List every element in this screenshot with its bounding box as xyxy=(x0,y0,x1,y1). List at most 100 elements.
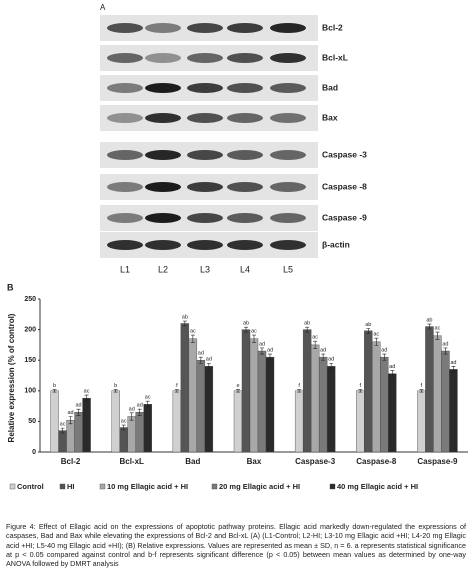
significance-label: ac xyxy=(312,335,318,341)
significance-label: ab xyxy=(182,314,188,320)
significance-label: ad xyxy=(68,410,74,416)
error-bar xyxy=(60,427,65,434)
bar xyxy=(135,412,144,453)
y-tick-label: 0 xyxy=(32,449,36,456)
blot-band xyxy=(227,182,263,192)
significance-label: ac xyxy=(251,329,257,335)
panel-b-label: B xyxy=(7,282,14,292)
lane-label: L5 xyxy=(283,264,293,274)
blot-band xyxy=(270,23,306,33)
x-tick-label: Caspase-9 xyxy=(417,457,458,466)
blot-band xyxy=(227,113,263,123)
protein-label: Bax xyxy=(322,112,338,122)
error-bar xyxy=(374,337,379,346)
bar xyxy=(188,338,198,453)
error-bar xyxy=(68,416,73,425)
blot-band xyxy=(227,83,263,93)
protein-label: Caspase -3 xyxy=(322,149,367,159)
bar xyxy=(58,430,67,453)
lane-label: L1 xyxy=(120,264,130,274)
significance-label: ad xyxy=(198,351,204,357)
blot-band xyxy=(107,150,143,160)
error-bar xyxy=(358,389,363,393)
blot-band xyxy=(227,213,263,223)
legend-label: 40 mg Ellagic acid + HI xyxy=(337,482,418,491)
error-bar xyxy=(435,331,440,340)
error-bar xyxy=(182,320,187,327)
blot-band xyxy=(270,150,306,160)
error-bar xyxy=(198,356,203,364)
bar xyxy=(196,360,206,453)
error-bar xyxy=(52,389,57,393)
significance-label: ac xyxy=(60,422,66,428)
blot-band xyxy=(145,113,181,123)
x-tick-label: Bad xyxy=(185,457,200,466)
blot-band xyxy=(187,213,223,223)
blot-band xyxy=(107,23,143,33)
caption: Figure 4: Effect of Ellagic acid on the … xyxy=(6,522,466,569)
x-tick-label: Caspase-8 xyxy=(356,457,397,466)
legend-swatch xyxy=(9,483,16,490)
significance-label: ac xyxy=(435,326,441,332)
error-bar xyxy=(419,389,424,393)
blot-band xyxy=(227,53,263,63)
significance-label: ad xyxy=(259,341,265,347)
bar xyxy=(449,369,458,453)
significance-label: f xyxy=(298,383,300,389)
protein-label: Bad xyxy=(322,82,338,92)
protein-label: Bcl-2 xyxy=(322,22,343,32)
error-bar xyxy=(121,424,126,431)
protein-label: Caspase -9 xyxy=(322,212,367,222)
blot-band xyxy=(145,213,181,223)
bar xyxy=(127,416,136,453)
legend-swatch xyxy=(59,483,66,490)
error-bar xyxy=(329,362,334,370)
error-bar xyxy=(84,394,89,402)
panel-a-label: A xyxy=(100,3,106,12)
bar xyxy=(356,390,365,453)
x-tick-label: Bcl-2 xyxy=(61,457,81,466)
significance-label: ab xyxy=(365,322,371,328)
bar xyxy=(433,335,442,453)
legend-swatch xyxy=(99,483,106,490)
blot-band xyxy=(107,240,143,250)
blot-band xyxy=(187,53,223,63)
blot-band xyxy=(270,182,306,192)
blot-band xyxy=(270,113,306,123)
error-bar xyxy=(129,412,134,421)
bar xyxy=(180,323,190,453)
blot-band xyxy=(270,213,306,223)
y-axis-label: Relative expression (% of control) xyxy=(7,313,16,442)
legend-label: HI xyxy=(67,482,75,491)
significance-label: ac xyxy=(373,332,379,338)
blot-band xyxy=(145,150,181,160)
bar xyxy=(417,390,426,453)
x-tick-label: Bcl-xL xyxy=(119,457,144,466)
bar xyxy=(119,427,128,453)
bar xyxy=(249,338,259,453)
legend-swatch xyxy=(211,483,218,490)
error-bar xyxy=(390,370,395,378)
significance-label: ad xyxy=(328,357,334,363)
significance-label: b xyxy=(114,383,117,389)
error-bar xyxy=(443,347,448,355)
blot-band xyxy=(107,213,143,223)
error-bar xyxy=(305,326,310,333)
bar xyxy=(294,390,304,453)
significance-label: f xyxy=(421,383,423,389)
significance-label: ad xyxy=(320,348,326,354)
significance-label: ad xyxy=(129,406,135,412)
bar xyxy=(66,419,75,453)
bar xyxy=(204,366,214,453)
bar xyxy=(233,390,243,453)
y-tick-label: 200 xyxy=(24,326,36,333)
bar xyxy=(241,329,251,453)
legend-label: 20 mg Ellagic acid + HI xyxy=(219,482,300,491)
significance-label: ac xyxy=(190,329,196,335)
significance-label: ad xyxy=(206,357,212,363)
error-bar xyxy=(190,334,195,343)
error-bar xyxy=(427,323,432,330)
blot-band xyxy=(187,240,223,250)
error-bar xyxy=(260,347,264,355)
lane-label: L4 xyxy=(240,264,250,274)
